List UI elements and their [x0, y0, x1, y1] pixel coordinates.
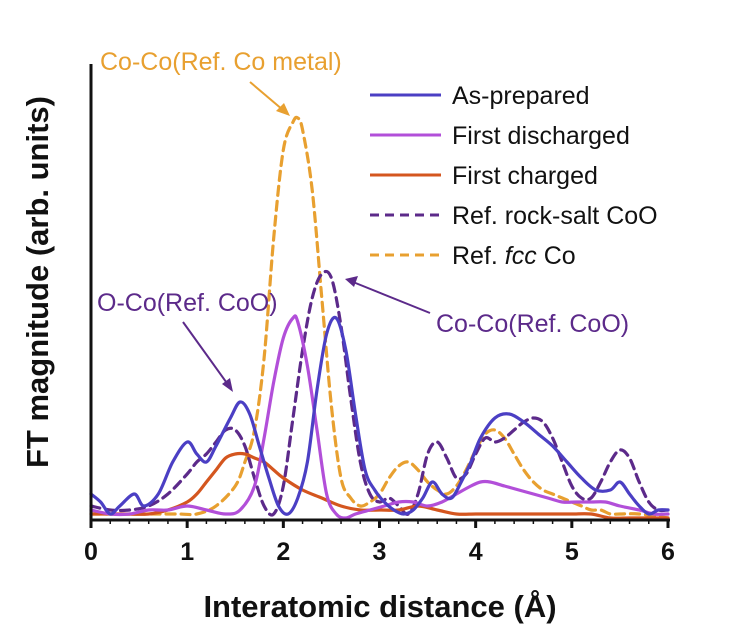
annotation-o-co-label: O-Co(Ref. CoO)	[97, 289, 278, 317]
x-axis-title: Interatomic distance (Å)	[203, 589, 556, 624]
legend-label-rock-salt-coo: Ref. rock-salt CoO	[452, 202, 658, 230]
annotation-co-co-coo-arrowhead	[345, 276, 358, 287]
x-tick-label-0: 0	[84, 538, 98, 566]
annotation-o-co: O-Co(Ref. CoO)	[97, 289, 278, 392]
x-tick-label-3: 3	[373, 538, 387, 566]
annotation-co-metal-arrow	[249, 81, 284, 111]
x-tick-label-2: 2	[276, 538, 290, 566]
legend-label-fcc-co-prefix: Ref.	[452, 242, 505, 270]
series-line-first-discharged	[89, 314, 670, 520]
annotation-co-metal-arrowhead	[276, 103, 290, 116]
annotation-co-co-coo: Co-Co(Ref. CoO)	[345, 276, 629, 338]
legend-entry-rock-salt-coo: Ref. rock-salt CoO	[370, 202, 658, 230]
series-layer	[89, 115, 670, 520]
series-line-as-prepared	[89, 315, 670, 516]
legend-entry-first-charged: First charged	[370, 162, 598, 190]
legend-entry-fcc-co: Ref. fcc Co	[370, 242, 576, 270]
x-ticks: 0 1 2 3 4 5 6	[84, 520, 675, 566]
x-tick-label-4: 4	[469, 538, 483, 566]
legend-label-fcc-co-italic: fcc	[505, 242, 537, 270]
legend-label-first-charged: First charged	[452, 162, 598, 190]
x-tick-label-6: 6	[661, 538, 675, 566]
x-tick-label-5: 5	[565, 538, 579, 566]
legend-label-fcc-co: Ref. fcc Co	[452, 242, 576, 270]
y-axis-title: FT magnitude (arb. units)	[20, 96, 55, 468]
series-line-first-charged	[89, 451, 670, 520]
x-tick-label-1: 1	[180, 538, 194, 566]
legend-entry-as-prepared: As-prepared	[370, 82, 590, 110]
annotation-co-metal: Co-Co(Ref. Co metal)	[100, 48, 342, 116]
series-line-ref-fcc-co	[89, 115, 670, 520]
annotation-o-co-arrow	[182, 321, 230, 387]
legend-label-fcc-co-suffix: Co	[537, 242, 576, 270]
annotation-co-metal-label: Co-Co(Ref. Co metal)	[100, 48, 342, 76]
legend-label-first-discharged: First discharged	[452, 122, 630, 150]
legend: As-prepared First discharged First charg…	[370, 82, 658, 270]
annotation-o-co-arrowhead	[222, 378, 233, 392]
annotation-co-co-coo-label: Co-Co(Ref. CoO)	[436, 310, 629, 338]
legend-label-as-prepared: As-prepared	[452, 82, 590, 110]
annotation-co-co-coo-arrow	[352, 281, 431, 314]
legend-entry-first-discharged: First discharged	[370, 122, 630, 150]
